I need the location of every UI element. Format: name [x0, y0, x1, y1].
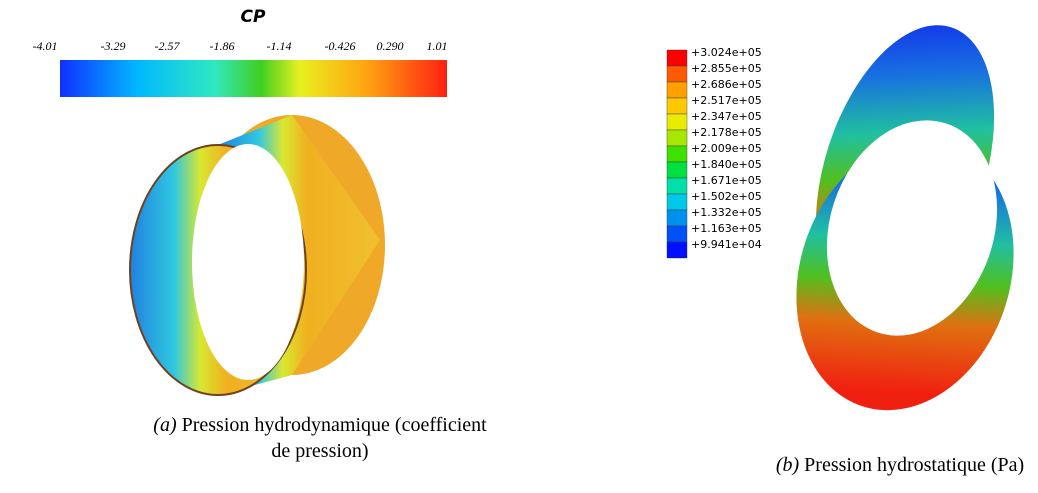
legend-label: +1.502e+05 [691, 190, 762, 203]
legend-swatch [666, 193, 688, 211]
ring-hole [826, 120, 998, 336]
legend-label: +1.671e+05 [691, 174, 762, 187]
legend-swatch [666, 145, 688, 163]
colorbar-tick-label: 1.01 [427, 39, 448, 53]
colorbar-tick-label: -3.29 [101, 39, 126, 53]
colorbar-tick-label: -2.57 [155, 39, 181, 53]
colorbar-tick-label: -0.426 [325, 39, 356, 53]
colorbar [60, 60, 447, 97]
legend-label: +2.347e+05 [691, 110, 762, 123]
legend-swatch [666, 65, 688, 83]
legend-label: +2.855e+05 [691, 62, 762, 75]
legend-label: +2.517e+05 [691, 94, 762, 107]
ring-opening [192, 144, 304, 380]
legend-label: +3.024e+05 [691, 46, 762, 59]
legend-swatch [666, 113, 688, 131]
legend-swatch [666, 209, 688, 227]
legend-swatch [666, 129, 688, 147]
caption-b: (b) Pression hydrostatique (Pa) [760, 452, 1038, 478]
legend-swatch [666, 225, 688, 243]
legend-swatch [666, 241, 688, 259]
colorbar-title: CP [241, 7, 266, 27]
legend-swatch [666, 97, 688, 115]
legend-swatch [666, 177, 688, 195]
colorbar-tick-label: -1.14 [267, 39, 292, 53]
legend-label: +2.686e+05 [691, 78, 762, 91]
legend-swatch [666, 81, 688, 99]
colorbar-tick-label: -4.01 [33, 39, 58, 53]
colorbar-tick-label: -1.86 [210, 39, 235, 53]
legend-label: +1.840e+05 [691, 158, 762, 171]
caption-label: (b) [775, 454, 800, 476]
caption-text: Pression hydrodynamique (coefficient de … [181, 414, 487, 462]
caption-a: (a) Pression hydrodynamique (coefficient… [150, 412, 490, 464]
legend-swatch [666, 49, 688, 67]
legend-label: +2.178e+05 [691, 126, 762, 139]
caption-label: (a) [153, 414, 177, 436]
colorbar-tick-label: 0.290 [377, 39, 404, 53]
caption-text: Pression hydrostatique (Pa) [804, 454, 1025, 476]
legend-swatch [666, 161, 688, 179]
legend-label: +1.163e+05 [691, 222, 762, 235]
legend-label: +9.941e+04 [691, 238, 762, 251]
legend-label: +2.009e+05 [691, 142, 762, 155]
legend-label: +1.332e+05 [691, 206, 762, 219]
